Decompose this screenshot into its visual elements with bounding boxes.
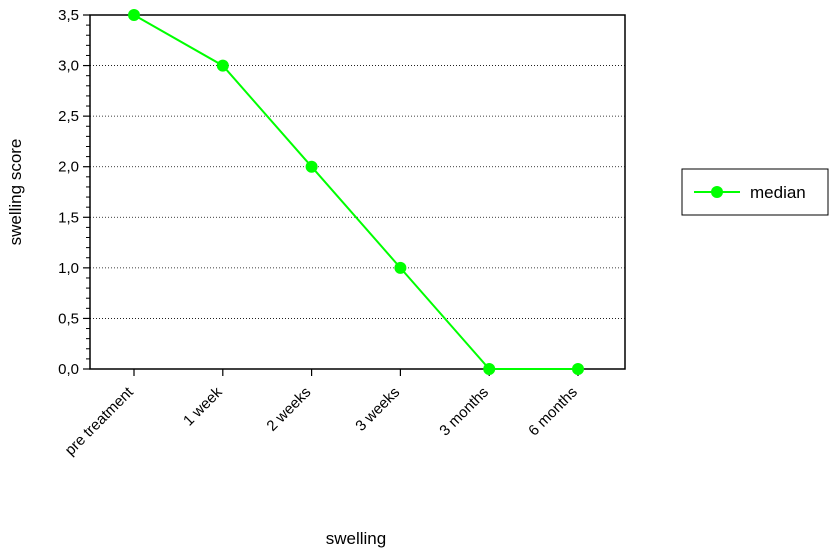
data-point — [572, 363, 584, 375]
y-tick-label: 1,0 — [58, 260, 79, 277]
y-tick-label: 3,5 — [58, 7, 79, 24]
x-tick-label: 2 weeks — [263, 384, 314, 435]
y-tick-label: 2,5 — [58, 108, 79, 125]
legend-label-median: median — [750, 183, 806, 202]
x-tick-label: 6 months — [525, 384, 581, 440]
data-point — [216, 59, 229, 72]
data-point — [128, 9, 140, 21]
data-point — [305, 160, 318, 173]
x-tick-label: 3 weeks — [352, 384, 403, 435]
x-axis-title: swelling — [326, 529, 386, 548]
legend-marker-median — [711, 186, 723, 198]
y-axis-title: swelling score — [6, 139, 25, 246]
x-tick-label: pre treatment — [62, 383, 138, 459]
grid-lines — [90, 65, 625, 319]
x-tick-label: 1 week — [180, 383, 226, 429]
y-axis: 0,0 0,5 1,0 1,5 2,0 2,5 3,0 3,5 — [58, 7, 90, 378]
data-point — [394, 261, 407, 274]
series-line-median — [133, 14, 578, 370]
legend: median — [681, 168, 829, 216]
y-tick-label: 0,0 — [58, 361, 79, 378]
y-tick-label: 0,5 — [58, 310, 79, 327]
series-median — [128, 9, 584, 375]
x-axis: pre treatment 1 week 2 weeks 3 weeks 3 month… — [62, 369, 581, 459]
y-tick-label: 1,5 — [58, 209, 79, 226]
plot-area-frame — [89, 14, 626, 370]
y-tick-label: 3,0 — [58, 58, 79, 75]
y-tick-label: 2,0 — [58, 159, 79, 176]
data-point — [483, 363, 496, 375]
x-tick-label: 3 months — [436, 384, 492, 440]
